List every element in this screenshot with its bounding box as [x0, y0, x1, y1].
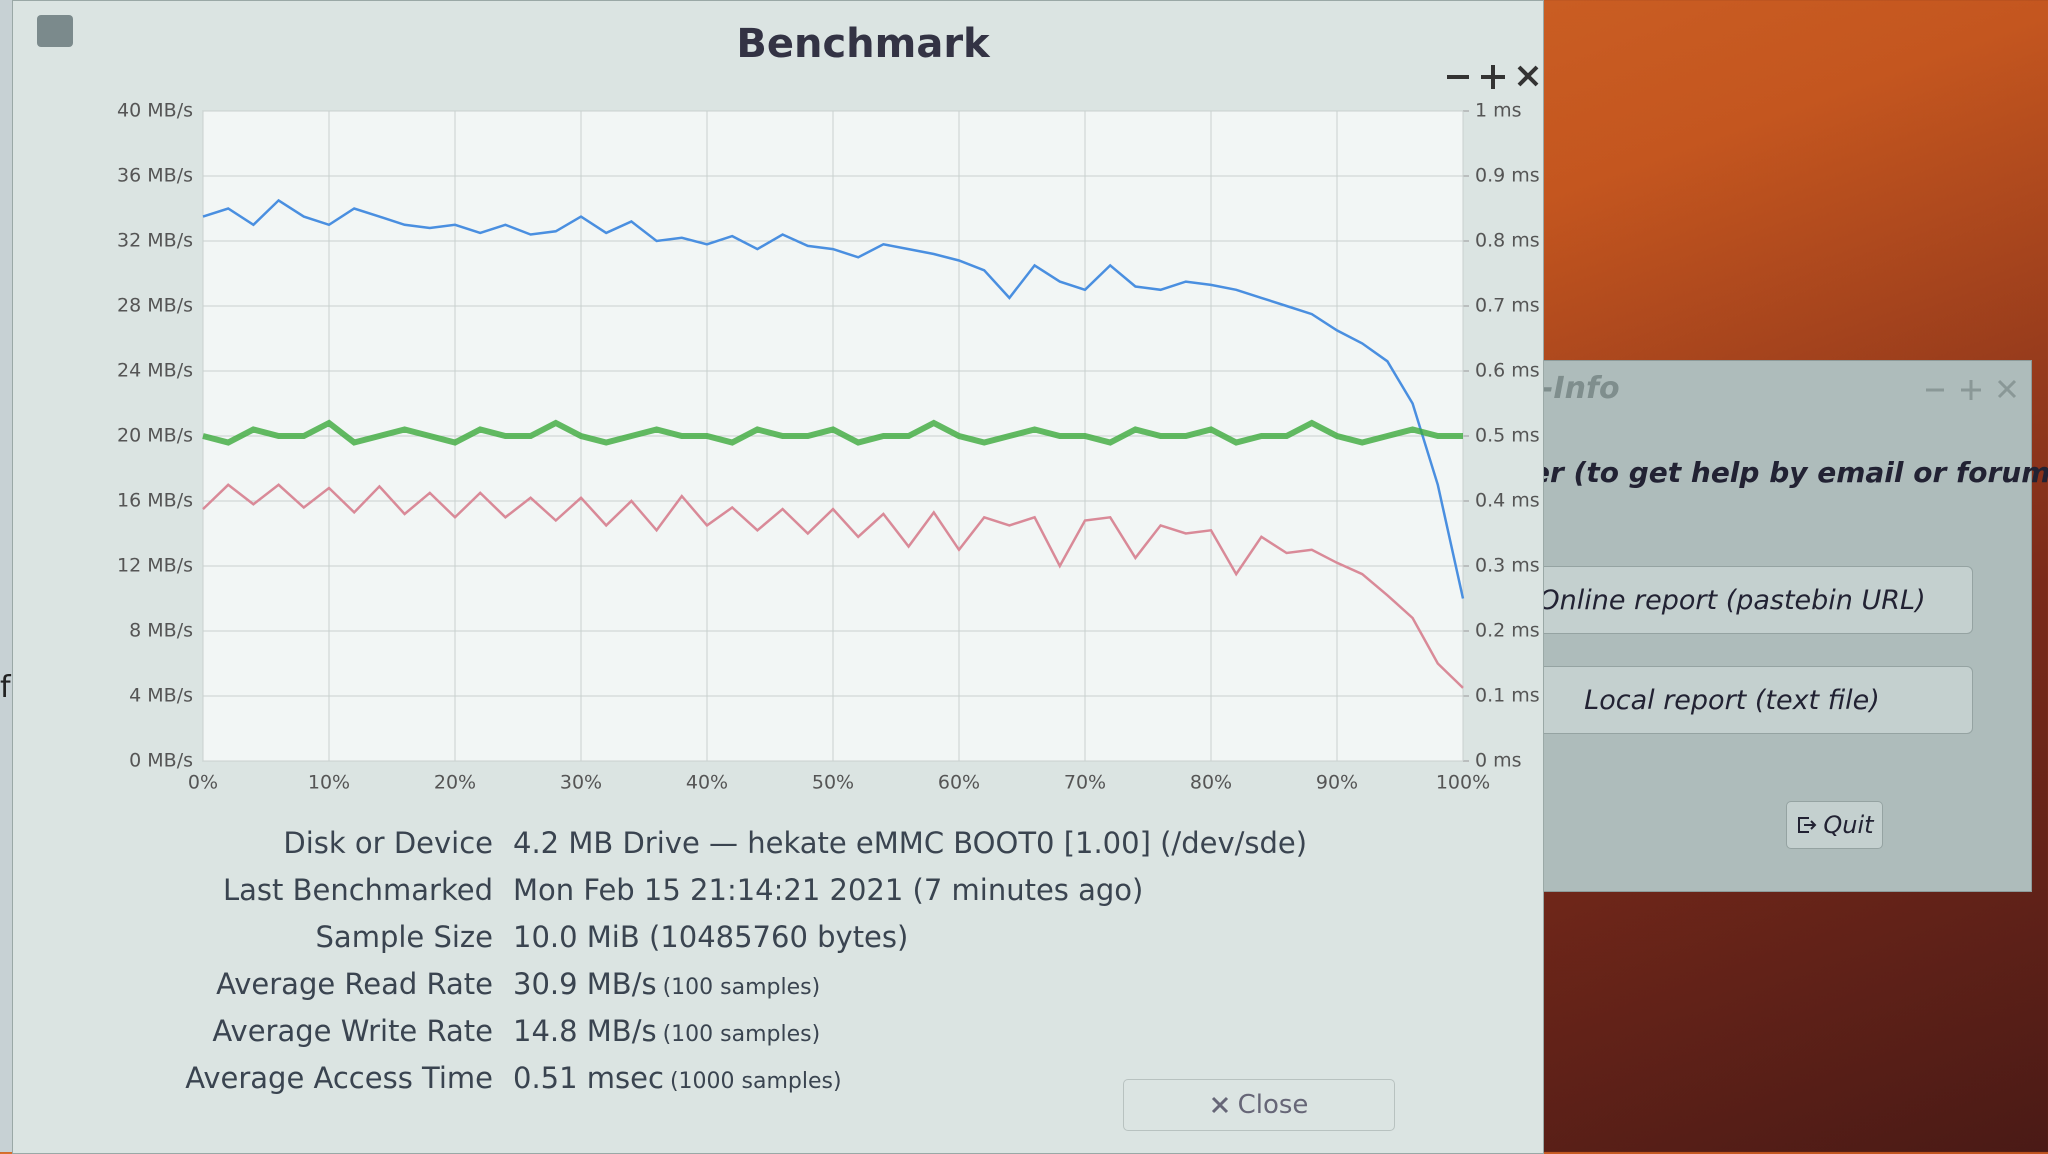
- info-label: Disk or Device: [283, 826, 493, 860]
- series-line: [202, 198, 1465, 599]
- y-tick-label: 28 MB/s: [117, 295, 193, 317]
- x-tick-label: 20%: [434, 772, 476, 794]
- info-value: 10.0 MiB (10485760 bytes): [513, 920, 908, 954]
- y-tick-label: 12 MB/s: [117, 555, 193, 577]
- y-tick-label: 40 MB/s: [117, 100, 193, 122]
- info-panel: Disk or Device 4.2 MB Drive — hekate eMMC…: [13, 1, 1543, 1153]
- x-tick-label: 70%: [1064, 772, 1106, 794]
- quit-label: Quit: [1823, 811, 1874, 839]
- info-label: Sample Size: [315, 920, 493, 954]
- info-value-text: 4.2 MB Drive — hekate eMMC BOOT0 [1.00] …: [513, 826, 1308, 860]
- y2-tick-label: 0.1 ms: [1475, 685, 1540, 707]
- y-tick-label: 24 MB/s: [117, 360, 193, 382]
- app-icon: [37, 15, 73, 47]
- online-report-button[interactable]: Online report (pastebin URL): [1491, 566, 1973, 634]
- info-note: (100 samples): [662, 975, 821, 1000]
- x-tick-label: 30%: [560, 772, 602, 794]
- y2-tick-label: 1 ms: [1475, 100, 1522, 122]
- info-value: 14.8 MB/s (100 samples): [513, 1014, 820, 1048]
- info-value-text: Mon Feb 15 21:14:21 2021 (7 minutes ago): [513, 873, 1144, 907]
- x-tick-label: 40%: [686, 772, 728, 794]
- info-value-text: 30.9 MB/s: [513, 967, 657, 1001]
- x-tick-label: 80%: [1190, 772, 1232, 794]
- series-line: [202, 419, 1463, 446]
- x-tick-label: 10%: [308, 772, 350, 794]
- benchmark-dialog: Benchmark 0 MB/s 4 MB/s 8 MB/s 12 MB/s 16 MB…: [12, 0, 1544, 1154]
- series-line: [202, 483, 1464, 689]
- info-value: 4.2 MB Drive — hekate eMMC BOOT0 [1.00] …: [513, 826, 1307, 860]
- y2-tick-label: 0.3 ms: [1475, 555, 1540, 577]
- info-label: Last Benchmarked: [222, 873, 493, 907]
- dialog-title: Benchmark: [736, 21, 990, 67]
- info-label: Average Access Time: [185, 1061, 493, 1095]
- x-tick-label: 60%: [938, 772, 980, 794]
- y2-tick-label: 0.2 ms: [1475, 620, 1540, 642]
- y2-tick-label: 0.4 ms: [1475, 490, 1540, 512]
- info-value-text: 14.8 MB/s: [513, 1014, 657, 1048]
- info-value: 30.9 MB/s (100 samples): [513, 967, 820, 1001]
- window-controls: [1926, 379, 2017, 400]
- close-label: Close: [1237, 1090, 1309, 1120]
- info-value: 0.51 msec (1000 samples): [513, 1061, 842, 1095]
- y-tick-label: 16 MB/s: [117, 490, 193, 512]
- side-text: er (to get help by email or forum): [1531, 456, 2048, 489]
- y-tick-label: 0 MB/s: [129, 750, 193, 772]
- quit-icon: [1798, 817, 1817, 833]
- y2-tick-label: 0.6 ms: [1475, 360, 1540, 382]
- side-window-title: -Info: [1541, 371, 1620, 406]
- info-value: Mon Feb 15 21:14:21 2021 (7 minutes ago): [513, 873, 1143, 907]
- y-tick-label: 20 MB/s: [117, 425, 193, 447]
- y2-tick-label: 0 ms: [1475, 750, 1522, 772]
- local-report-button[interactable]: Local report (text file): [1491, 666, 1973, 734]
- y2-tick-label: 0.9 ms: [1475, 165, 1540, 187]
- info-label: Average Write Rate: [212, 1014, 493, 1048]
- close-icon: [1211, 1096, 1228, 1114]
- x-tick-label: 90%: [1316, 772, 1358, 794]
- info-value-text: 10.0 MiB (10485760 bytes): [513, 920, 909, 954]
- y2-tick-label: 0.7 ms: [1475, 295, 1540, 317]
- info-label: Average Read Rate: [216, 967, 493, 1001]
- window-controls[interactable]: [1443, 61, 1543, 97]
- info-note: (100 samples): [662, 1022, 821, 1047]
- y-tick-label: 36 MB/s: [117, 165, 193, 187]
- chart: 0 MB/s 4 MB/s 8 MB/s 12 MB/s 16 MB/s 20 MB/s 2…: [117, 100, 1540, 794]
- x-tick-label: 100%: [1436, 772, 1490, 794]
- close-button[interactable]: Close: [1123, 1079, 1395, 1131]
- info-value-text: 0.51 msec: [513, 1061, 664, 1095]
- y2-tick-label: 0.5 ms: [1475, 425, 1540, 447]
- x-tick-label: 50%: [812, 772, 854, 794]
- y-tick-label: 4 MB/s: [129, 685, 193, 707]
- y2-tick-label: 0.8 ms: [1475, 230, 1540, 252]
- y-tick-label: 8 MB/s: [129, 620, 193, 642]
- x-tick-label: 0%: [188, 772, 218, 794]
- y-tick-label: 32 MB/s: [117, 230, 193, 252]
- info-note: (1000 samples): [669, 1069, 842, 1094]
- quit-button[interactable]: Quit: [1786, 801, 1883, 849]
